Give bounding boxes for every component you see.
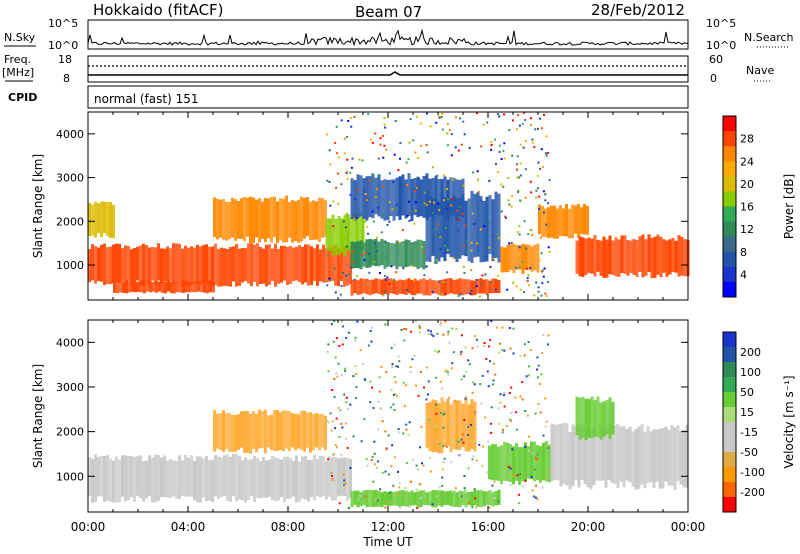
freq-strip xyxy=(87,55,689,83)
y-axis-label: Slant Range [km] xyxy=(31,364,45,468)
nave-label: Nave xyxy=(746,64,774,77)
nave-tick-bottom: 0 xyxy=(710,72,717,85)
freq-tick-bottom: 8 xyxy=(63,72,70,85)
x-tick-label: 00:00 xyxy=(671,520,706,534)
colorbar-tick-label: 8 xyxy=(740,246,747,259)
colorbar-tick-label: 24 xyxy=(740,155,754,168)
x-tick-label: 04:00 xyxy=(171,520,206,534)
y-tick-label: 4000 xyxy=(56,336,84,349)
beam-title: Beam 07 xyxy=(355,3,422,21)
colorbar-tick-label: 100 xyxy=(740,366,761,379)
y-tick-label: 4000 xyxy=(56,128,84,141)
velocity-colorbar: 200 100 50 15 -15 -50 -100 -200 Velocity [m s⁻¹] xyxy=(722,331,796,513)
cpid-value: normal (fast) 151 xyxy=(94,92,198,106)
velocity-echo-region xyxy=(88,454,352,503)
y-tick-label: 1000 xyxy=(56,259,84,272)
y-axis-label: Slant Range [km] xyxy=(31,154,45,258)
power-echo-region xyxy=(425,190,501,264)
power-echo-region xyxy=(88,201,115,239)
colorbar-tick-label: 16 xyxy=(740,201,754,214)
colorbar-tick-label: -200 xyxy=(740,486,765,499)
nave-tick-top: 60 xyxy=(709,53,723,66)
cpid-label: CPID xyxy=(8,91,37,104)
colorbar-tick-label: 12 xyxy=(740,223,754,236)
colorbar-tick-label: -15 xyxy=(740,426,758,439)
y-tick-label: 3000 xyxy=(56,381,84,394)
velocity-echo-region xyxy=(350,489,501,508)
colorbar-tick-label: 15 xyxy=(740,406,754,419)
x-tick-label: 08:00 xyxy=(271,520,306,534)
power-panel: 1000 2000 3000 4000 Slant Range [km] 28 24 20 16… xyxy=(31,111,796,301)
y-tick-label: 1000 xyxy=(56,470,84,483)
power-echo-region xyxy=(113,280,215,294)
freq-unit: [MHz] xyxy=(2,66,34,79)
y-tick-label: 2000 xyxy=(56,426,84,439)
x-axis-label: Time UT xyxy=(362,535,413,549)
colorbar-tick-label: -100 xyxy=(740,466,765,479)
nsearch-scale-bottom: 10^0 xyxy=(706,39,736,52)
velocity-speckles xyxy=(326,320,551,509)
power-echo-region xyxy=(500,243,540,274)
power-echo-region xyxy=(213,195,327,244)
y-tick-label: 2000 xyxy=(56,215,84,228)
power-echo-region xyxy=(538,203,589,239)
power-speckles xyxy=(326,112,551,298)
nsearch-label: N.Search xyxy=(744,31,794,44)
colorbar-label: Power [dB] xyxy=(782,174,796,239)
power-echo-region xyxy=(350,238,426,270)
nsky-scale-bottom: 10^0 xyxy=(48,39,78,52)
velocity-echo-region xyxy=(213,409,327,454)
station-title: Hokkaido (fitACF) xyxy=(93,1,224,19)
velocity-echo-region xyxy=(425,396,477,454)
y-tick-label: 3000 xyxy=(56,172,84,185)
colorbar-tick-label: 200 xyxy=(740,346,761,359)
x-tick-label: 16:00 xyxy=(471,520,506,534)
colorbar-label: Velocity [m s⁻¹] xyxy=(782,375,796,468)
velocity-echo-region xyxy=(488,441,551,485)
freq-label: Freq. xyxy=(4,53,31,66)
nsky-strip xyxy=(87,19,689,50)
nsearch-scale-top: 10^5 xyxy=(706,17,736,30)
x-tick-label: 12:00 xyxy=(371,520,406,534)
velocity-echo-region xyxy=(550,422,689,490)
power-echo-region xyxy=(325,212,365,257)
colorbar-tick-label: 28 xyxy=(740,133,754,146)
cpid-strip xyxy=(87,85,689,109)
nsky-scale-top: 10^5 xyxy=(48,17,78,30)
nsky-label: N.Sky xyxy=(4,31,36,44)
colorbar-tick-label: 20 xyxy=(740,178,754,191)
velocity-echo-region xyxy=(575,396,615,441)
colorbar-tick-label: 4 xyxy=(740,268,747,281)
date-title: 28/Feb/2012 xyxy=(591,1,685,19)
power-echo-region xyxy=(88,243,352,287)
velocity-panel: 1000 2000 3000 4000 Slant Range [km] 00:00 04:… xyxy=(31,319,796,549)
x-tick-label: 20:00 xyxy=(571,520,606,534)
x-tick-label: 00:00 xyxy=(71,520,106,534)
power-echo-region xyxy=(350,278,501,296)
colorbar-tick-label: -50 xyxy=(740,446,758,459)
freq-tick-top: 18 xyxy=(58,53,72,66)
power-colorbar: 28 24 20 16 12 8 4 Power [dB] xyxy=(722,115,796,298)
nsky-trace xyxy=(87,28,689,47)
power-echo-region xyxy=(575,234,690,279)
colorbar-tick-label: 50 xyxy=(740,386,754,399)
